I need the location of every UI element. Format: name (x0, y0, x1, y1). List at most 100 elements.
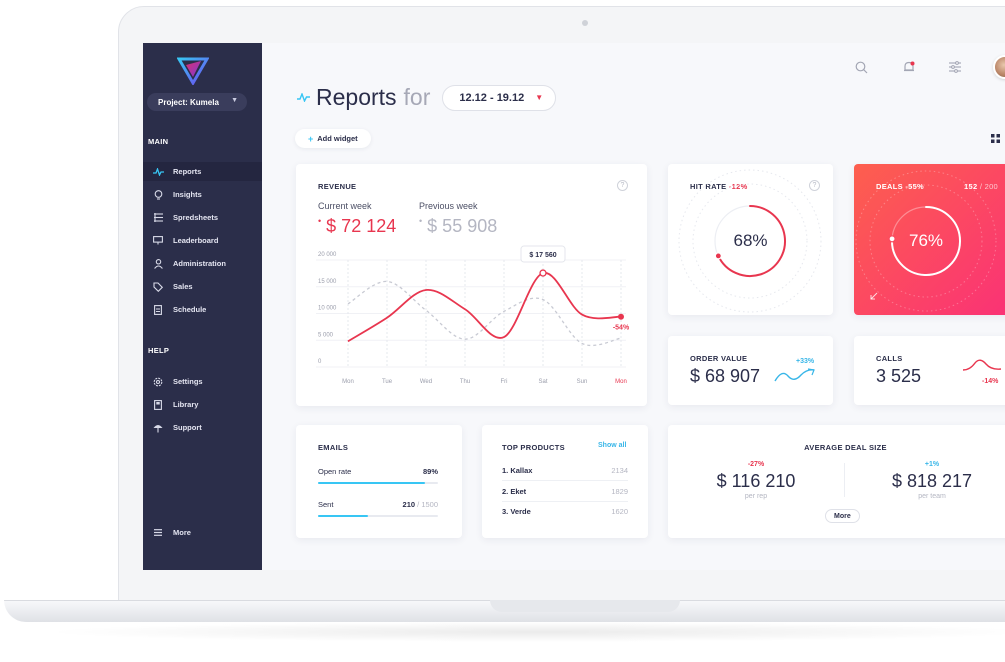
left-sub: per rep (744, 493, 768, 500)
open-rate-bar-fill (318, 482, 425, 484)
gear-icon (143, 377, 173, 387)
plus-icon: + (308, 133, 314, 144)
sidebar-item-label: Schedule (173, 305, 207, 314)
calls-change: -14% (982, 378, 999, 385)
spreadsheet-icon (143, 213, 173, 222)
average-deal-card: AVERAGE DEAL SIZE -27% $ 116 210 per rep… (668, 425, 1005, 538)
info-icon[interactable]: ? (617, 180, 628, 191)
left-change: -27% (747, 461, 765, 468)
change-label: -54% (613, 325, 630, 332)
sidebar-item-label: Administration (173, 259, 226, 268)
date-range-value: 12.12 - 19.12 (459, 91, 525, 104)
add-widget-label: Add widget (317, 134, 358, 143)
peak-point[interactable] (539, 269, 547, 277)
project-label: Project: Kumela (158, 97, 219, 107)
last-point[interactable] (618, 313, 624, 320)
sidebar-item-sales[interactable]: Sales (143, 277, 262, 296)
book-icon (143, 399, 173, 410)
deals-card: DEALS -55% 152 / 200 76% (854, 164, 1005, 315)
sent-value: 210 / 1500 (402, 500, 438, 509)
sidebar-item-label: Insights (173, 190, 202, 199)
sidebar-item-administration[interactable]: Administration (143, 254, 262, 273)
right-change: +1% (924, 461, 940, 468)
project-selector[interactable]: Project: Kumela ▼ (147, 93, 247, 111)
divider (502, 501, 628, 502)
page-title-for: for (403, 84, 431, 110)
revenue-title: REVENUE (318, 182, 357, 191)
top-products-title: TOP PRODUCTS (502, 443, 565, 452)
deals-value: 76% (908, 231, 944, 250)
sidebar-item-spredsheets[interactable]: Spredsheets (143, 208, 262, 227)
x-tick-label: Mon (615, 379, 627, 385)
page-title: Reports (316, 84, 397, 110)
show-all-link[interactable]: Show all (598, 442, 627, 449)
date-range-selector[interactable]: 12.12 - 19.12 ▼ (442, 84, 557, 111)
list-item[interactable]: 2. Eket 1829 (502, 487, 628, 496)
gauge-handle (714, 252, 722, 260)
calls-card: CALLS 3 525 -14% (854, 336, 1005, 405)
pulse-icon (297, 93, 310, 102)
help-section-label: HELP (148, 346, 170, 355)
search-icon[interactable] (855, 61, 868, 74)
right-value: $ 818 217 (891, 471, 973, 491)
sidebar-item-leaderboard[interactable]: Leaderboard (143, 231, 262, 250)
sidebar-item-label: Sales (173, 282, 193, 291)
chevron-down-icon: ▼ (231, 97, 238, 104)
right-sub: per team (918, 493, 946, 500)
chevron-down-icon: ▼ (535, 93, 544, 102)
sidebar-item-support[interactable]: Support (143, 418, 262, 437)
y-tick-label: 20 000 (318, 252, 337, 258)
grid-view-icon[interactable] (991, 134, 1000, 143)
order-value-card: ORDER VALUE $ 68 907 +33% (668, 336, 833, 405)
calls-amount: 3 525 (876, 366, 922, 386)
sliders-icon[interactable] (949, 61, 961, 73)
current-week-label: Current week (318, 201, 372, 211)
tag-icon (143, 281, 173, 292)
sidebar-item-insights[interactable]: Insights (143, 185, 262, 204)
sidebar-item-library[interactable]: Library (143, 395, 262, 414)
avatar[interactable] (993, 55, 1005, 79)
sent-label: Sent (318, 500, 334, 509)
hit-rate-gauge (678, 169, 822, 313)
app-logo (177, 57, 209, 85)
revenue-chart: 20 000 15 000 10 000 5 000 0 Mon Tue Wed Thu Fri S… (316, 245, 630, 385)
order-value-title: ORDER VALUE (690, 354, 748, 363)
divider (502, 480, 628, 481)
sidebar-item-label: More (173, 528, 191, 537)
hit-rate-card: HIT RATE -12% ? 68% (668, 164, 833, 315)
open-rate-bar (318, 482, 438, 484)
open-rate-label: Open rate (318, 467, 352, 476)
more-button[interactable]: More (825, 509, 860, 523)
bell-icon[interactable] (903, 61, 915, 74)
app-screen: Project: Kumela ▼ MAIN Reports Insights … (143, 43, 1005, 570)
list-item[interactable]: 3. Verde 1620 (502, 507, 628, 516)
sidebar: Project: Kumela ▼ MAIN Reports Insights … (143, 43, 262, 570)
document-icon (143, 304, 173, 315)
sidebar-item-schedule[interactable]: Schedule (143, 300, 262, 319)
sidebar-item-settings[interactable]: Settings (143, 372, 262, 391)
gauge-arc (717, 205, 786, 277)
arrow-down-left-icon[interactable] (870, 292, 878, 300)
info-icon[interactable]: ? (809, 180, 820, 191)
y-tick-label: 0 (318, 359, 322, 365)
current-week-value: • $ 72 124 (318, 216, 397, 236)
list-item[interactable]: 1. Kallax 2134 (502, 466, 628, 475)
sidebar-item-label: Leaderboard (173, 236, 219, 245)
page-header: Reports for 12.12 - 19.12 ▼ (297, 84, 557, 111)
add-widget-button[interactable]: + Add widget (295, 129, 371, 148)
main-section-label: MAIN (148, 137, 169, 146)
sidebar-item-reports[interactable]: Reports (143, 162, 262, 181)
y-tick-label: 15 000 (318, 279, 337, 285)
gauge-ring-decoration (869, 184, 983, 298)
sidebar-item-label: Support (173, 423, 202, 432)
series-line-current-week (347, 272, 622, 343)
previous-week-label: Previous week (419, 201, 478, 211)
x-tick-label: Sat (538, 379, 547, 385)
laptop-shadow (40, 622, 1005, 642)
hit-rate-title: HIT RATE -12% (690, 182, 748, 191)
hit-rate-change: -12% (728, 182, 748, 191)
sidebar-item-more[interactable]: More (143, 523, 262, 542)
emails-card: EMAILS Open rate 89% Sent 210 / 1500 (296, 425, 462, 538)
gauge-ring-decoration (692, 183, 808, 299)
